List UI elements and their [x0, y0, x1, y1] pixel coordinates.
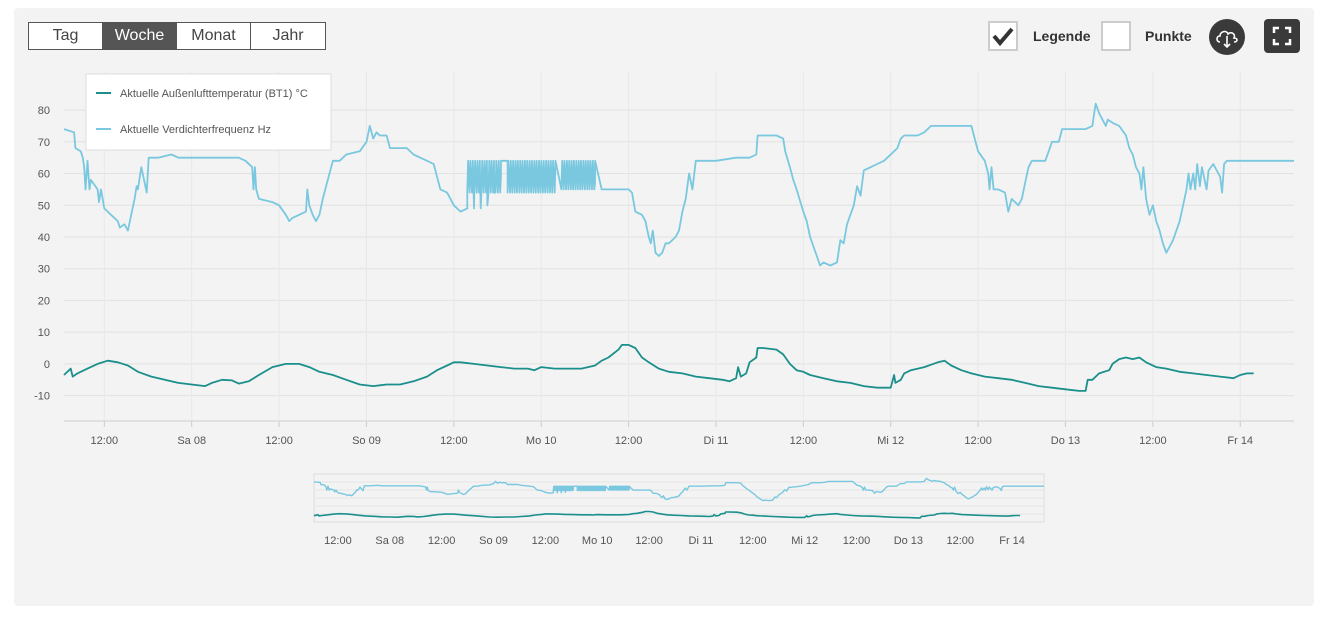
range-button-day[interactable]: Tag — [29, 23, 103, 49]
legend-checkbox-label: Legende — [1033, 28, 1091, 44]
checkmark-icon — [992, 27, 1014, 47]
fullscreen-icon — [1272, 26, 1292, 46]
legend-checkbox[interactable] — [988, 21, 1018, 51]
range-button-week[interactable]: Woche — [103, 23, 177, 49]
range-selector: Tag Woche Monat Jahr — [28, 22, 326, 50]
fullscreen-button[interactable] — [1264, 19, 1300, 53]
range-button-month[interactable]: Monat — [177, 23, 251, 49]
range-button-year[interactable]: Jahr — [251, 23, 325, 49]
points-checkbox-label: Punkte — [1145, 28, 1192, 44]
cloud-download-icon — [1216, 30, 1238, 49]
points-checkbox[interactable] — [1101, 21, 1131, 51]
download-button[interactable] — [1209, 19, 1245, 55]
chart-panel — [14, 8, 1314, 606]
